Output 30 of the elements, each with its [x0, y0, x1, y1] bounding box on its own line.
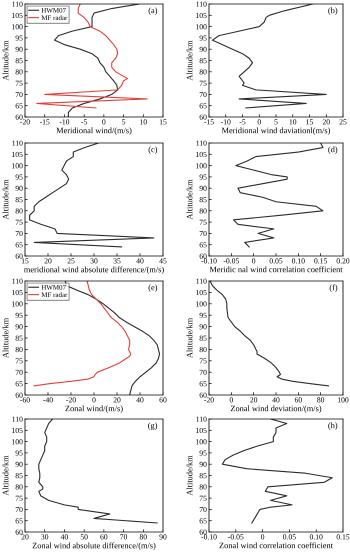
- x-axis-title: Zonal wind/(m/s): [65, 405, 123, 413]
- y-axis-title: Altitude/km: [2, 318, 8, 358]
- annotation: (h): [328, 422, 338, 430]
- line-series: [210, 281, 330, 386]
- x-axis-title: Meridic nal wind correlation coefficient: [210, 266, 343, 272]
- x-axis-title: Meridional wind/(m/s): [56, 127, 132, 135]
- y-axis-title: Altitude/km: [2, 40, 8, 81]
- line-series: [36, 4, 148, 109]
- y-axis-title: Altitude/km: [2, 455, 8, 496]
- annotation: (a): [148, 7, 158, 15]
- x-axis-title: Meridional wind daviationl(m/s): [222, 127, 330, 135]
- x-axis-title: Zonal wind correlation coefficient: [219, 542, 333, 548]
- annotation: (f): [330, 284, 338, 292]
- annotation: (g): [148, 422, 158, 430]
- annotation: (c): [148, 146, 158, 154]
- y-axis-title: Altitude/km: [186, 40, 192, 81]
- annotation: (e): [148, 284, 158, 292]
- y-axis-title: Altitude/km: [2, 179, 8, 220]
- x-axis-title: meridional wind absolute difference/(m/s): [24, 266, 164, 274]
- line-series: [233, 143, 324, 248]
- line-series: [34, 281, 132, 386]
- annotation: (d): [328, 146, 338, 154]
- y-axis-title: Altitude/km: [186, 179, 192, 220]
- x-axis-title: Zonal wind absolute difference/(m/s): [32, 542, 156, 550]
- x-axis-title: Zonal wind deviation/(m/s): [230, 405, 322, 413]
- line-series: [38, 419, 158, 524]
- line-series: [212, 4, 327, 109]
- y-axis-title: Altitude/km: [186, 318, 192, 358]
- annotation: (b): [328, 7, 338, 15]
- y-axis-title: Altitude/km: [186, 455, 192, 496]
